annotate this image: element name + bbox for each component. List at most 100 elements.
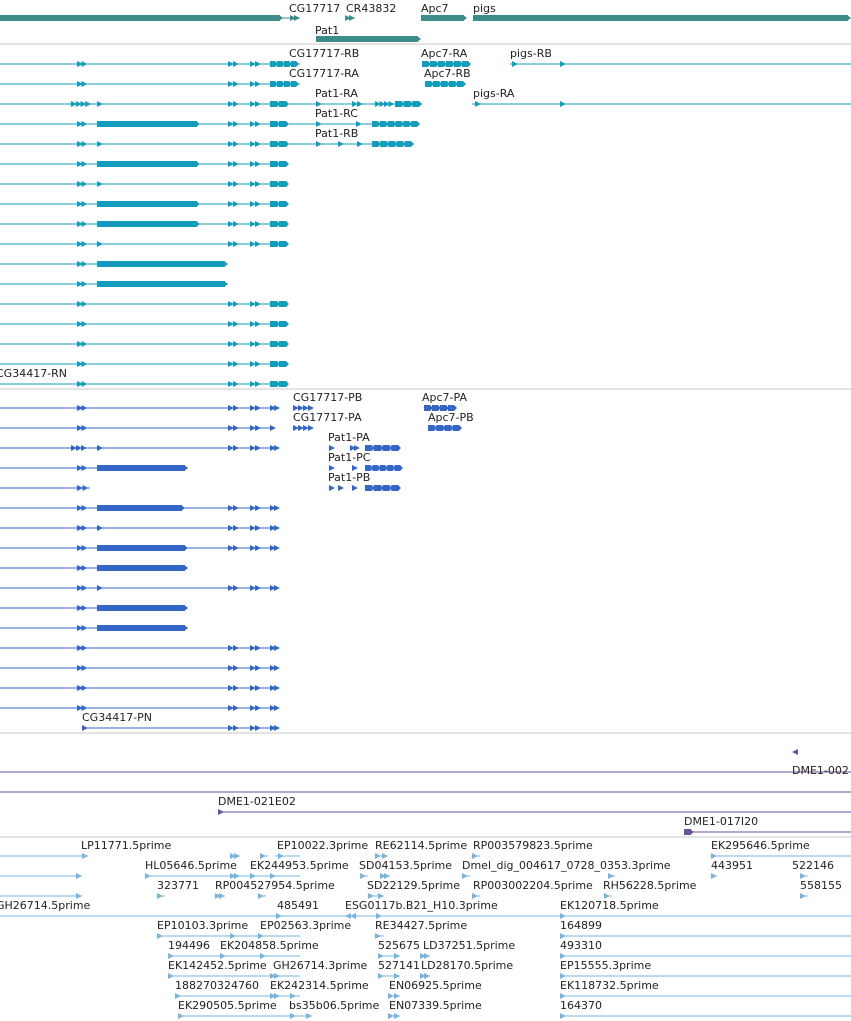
feature-row: [0, 81, 466, 87]
arrow-mark: [233, 685, 239, 691]
arrow-mark: [394, 973, 400, 979]
feature-label: EK118732.5prime: [560, 979, 659, 992]
exon-tip: [386, 141, 390, 147]
arrow-mark: [345, 15, 351, 21]
feature-label: EK120718.5prime: [560, 899, 659, 912]
feature-label: RP003579823.5prime: [473, 839, 593, 852]
arrow-mark: [308, 405, 314, 411]
arrow-mark: [258, 893, 264, 899]
exon-tip: [380, 445, 384, 451]
arrow-mark: [274, 665, 280, 671]
feature-block-tip: [690, 829, 694, 835]
exon-tip: [286, 141, 289, 147]
feature-label: 525675: [378, 939, 420, 952]
feature-label: 188270324760: [175, 979, 259, 992]
arrow-mark: [228, 405, 234, 411]
arrow-mark: [77, 605, 83, 611]
arrow-mark: [77, 565, 83, 571]
feature-row: [0, 485, 401, 491]
feature-label: RE62114.5prime: [375, 839, 467, 852]
exon-tip: [428, 61, 431, 67]
arrow-mark: [800, 893, 806, 899]
feature-label: 522146: [792, 859, 834, 872]
arrow-mark: [81, 445, 87, 451]
arrow-mark: [233, 645, 239, 651]
arrow-mark: [298, 405, 304, 411]
exon-block: [270, 121, 277, 127]
exon-block: [430, 61, 436, 67]
arrow-mark: [255, 525, 261, 531]
arrow-mark: [274, 705, 280, 711]
exon-block: [380, 141, 387, 147]
feature-block-tip: [184, 565, 188, 571]
arrow-mark: [255, 545, 261, 551]
arrow-mark: [250, 525, 256, 531]
feature-block-tip: [196, 161, 200, 167]
arrow-mark: [228, 425, 234, 431]
arrow-mark: [293, 425, 299, 431]
arrow-mark: [230, 873, 236, 879]
feature-label: RP003002204.5prime: [473, 879, 593, 892]
arrow-mark: [77, 281, 83, 287]
arrow-mark: [462, 873, 468, 879]
arrow-mark: [233, 705, 239, 711]
arrow-mark: [270, 705, 276, 711]
feature-row: [0, 425, 462, 431]
arrow-mark: [394, 993, 400, 999]
arrow-mark: [306, 1013, 312, 1019]
feature-label: bs35b06.5prime: [289, 999, 379, 1012]
feature-block-tip: [417, 36, 421, 42]
arrow-mark: [424, 953, 430, 959]
exon-block: [270, 201, 277, 207]
feature-label: 164370: [560, 999, 602, 1012]
arrow-mark: [228, 241, 234, 247]
arrow-mark: [77, 465, 83, 471]
exon-tip: [277, 181, 280, 187]
arrow-mark: [274, 505, 280, 511]
arrow-mark: [270, 505, 276, 511]
exon-block: [284, 61, 289, 67]
arrow-mark: [77, 341, 83, 347]
exon-block: [404, 141, 411, 147]
feature-block: [97, 565, 185, 571]
exon-block: [382, 445, 390, 451]
arrow-mark: [77, 381, 83, 387]
track-proteins: CG17717-PB Apc7-PA CG17717-PA Apc7-PB Pat1-P…: [0, 388, 851, 731]
arrow-mark: [255, 121, 261, 127]
arrow-mark: [276, 913, 282, 919]
arrow-mark: [220, 953, 226, 959]
arrow-mark: [316, 121, 322, 127]
feature-row: [0, 341, 289, 347]
arrow-mark: [81, 361, 88, 367]
arrow-mark: [81, 181, 88, 187]
feature-label: SD04153.5prime: [359, 859, 452, 872]
feature-block: [97, 261, 225, 267]
exon-block: [270, 61, 275, 67]
feature-row: [0, 505, 280, 511]
exon-tip: [289, 61, 292, 67]
exon-block: [270, 181, 277, 187]
exon-tip: [459, 425, 462, 431]
exon-block: [279, 201, 286, 207]
exon-tip: [439, 81, 442, 87]
exon-tip: [377, 121, 381, 127]
feature-label: LD28170.5prime: [421, 959, 513, 972]
arrow-mark: [81, 565, 88, 571]
feature-row: [0, 645, 280, 651]
arrow-mark: [255, 101, 261, 107]
feature-row: [0, 853, 851, 859]
feature-block-tip: [224, 261, 228, 267]
feature-label: GH26714.5prime: [0, 899, 91, 912]
feature-label: 527141: [378, 959, 420, 972]
exon-tip: [454, 405, 457, 411]
feature-block: [0, 15, 280, 21]
arrow-mark: [81, 645, 88, 651]
feature-row: [0, 281, 228, 287]
arrow-mark: [255, 61, 261, 67]
arrow-mark: [81, 545, 88, 551]
arrow-mark: [711, 853, 717, 859]
arrow-mark: [329, 485, 335, 491]
arrow-mark: [233, 725, 239, 731]
arrow-mark: [375, 853, 381, 859]
